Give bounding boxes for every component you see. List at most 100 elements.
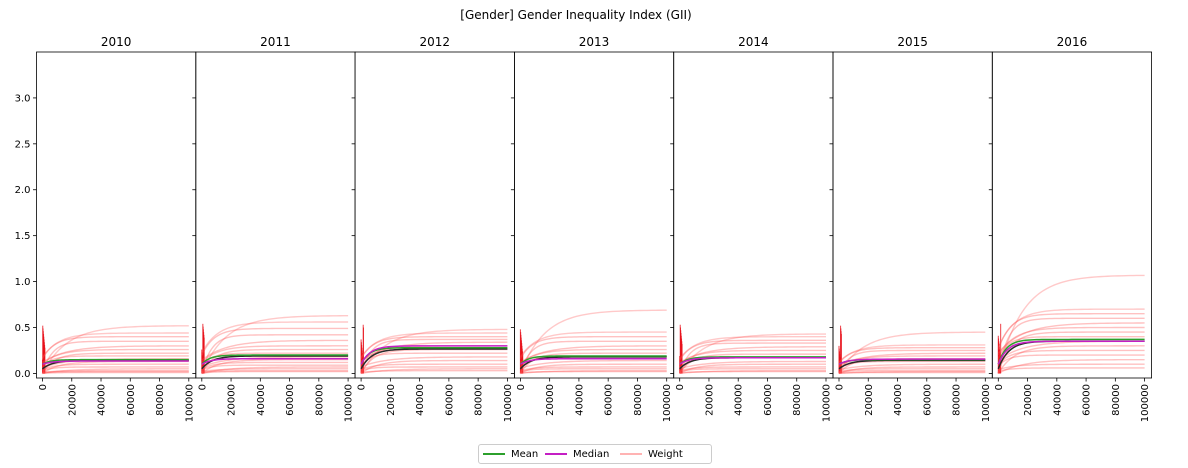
weight-line: [997, 335, 1145, 360]
x-tick-label: 0: [197, 384, 208, 390]
weight-line: [41, 335, 189, 360]
mean-line: [42, 358, 189, 365]
panel-2012: 2012 0 20000 40000 60000 80000 100000: [351, 35, 515, 422]
x-tick-label: 0: [516, 384, 527, 390]
panel-title: 2012: [419, 35, 450, 49]
weight-line: [42, 371, 189, 375]
y-tick-label: 2.5: [15, 139, 31, 150]
x-tick-label: 100000: [981, 384, 992, 422]
weight-line: [679, 363, 826, 375]
weight-line: [838, 355, 986, 368]
panel-lines: [519, 309, 667, 375]
panel-2015: 2015 0 20000 40000 60000 80000 100000: [829, 35, 993, 422]
mean-line: [997, 338, 1145, 365]
panel-lines: [679, 324, 827, 375]
weight-line: [679, 370, 826, 374]
weight-line: [201, 366, 349, 375]
legend-item-median: Median: [545, 448, 609, 460]
weight-line: [360, 335, 508, 360]
x-tick-label: 100000: [184, 384, 195, 422]
weight-line: [519, 331, 667, 358]
x-tick-label: 100000: [1140, 384, 1151, 422]
weight-line: [679, 368, 826, 373]
weight-line: [679, 342, 826, 374]
panel-frame: [514, 51, 675, 379]
x-tick-label: 80000: [792, 384, 803, 416]
x-tick-label: 60000: [763, 384, 774, 416]
panel-title: 2016: [1057, 35, 1088, 49]
weight-line: [42, 345, 189, 363]
weight-line: [201, 364, 349, 371]
x-tick-label: 100000: [822, 384, 833, 422]
weight-line: [997, 326, 1145, 356]
weight-line: [360, 359, 508, 374]
legend-swatch-median: [545, 453, 567, 455]
weight-line: [42, 366, 189, 372]
x-tick-label: 60000: [444, 384, 455, 416]
weight-line: [997, 313, 1145, 350]
weight-line: [41, 340, 189, 374]
weight-line: [679, 339, 826, 361]
median-line: [679, 357, 826, 365]
weight-line: [42, 368, 189, 375]
weight-line: [41, 332, 189, 358]
weight-line: [519, 340, 667, 374]
panel-2014: 2014 0 20000 40000 60000 80000 100000: [670, 35, 834, 422]
x-tick-label: 0: [38, 384, 49, 390]
weight-line: [42, 369, 189, 374]
x-tick-label: 60000: [285, 384, 296, 416]
weight-line: [997, 322, 1145, 354]
weight-line: [201, 321, 349, 354]
weight-line: [360, 332, 508, 358]
panel-frame: [673, 51, 834, 379]
weight-line: [520, 366, 667, 372]
x-tick-label: 20000: [67, 384, 78, 416]
x-tick-label: 40000: [97, 384, 108, 416]
weight-line: [519, 309, 667, 374]
weight-line: [520, 370, 667, 374]
weight-line: [679, 353, 826, 374]
x-tick-label: 80000: [952, 384, 963, 416]
panel-title: 2010: [101, 35, 132, 49]
x-tick-label: 80000: [1111, 384, 1122, 416]
weight-line: [838, 366, 986, 375]
x-tick-label: 40000: [893, 384, 904, 416]
weight-line: [997, 308, 1145, 348]
weight-line: [838, 363, 986, 371]
panel-lines: [41, 325, 189, 375]
panel-title: 2011: [260, 35, 291, 49]
weight-line: [360, 363, 508, 371]
weight-line: [997, 349, 1145, 365]
x-tick-label: 40000: [734, 384, 745, 416]
median-line: [360, 345, 508, 365]
weight-line: [838, 369, 986, 373]
weight-line: [998, 363, 1145, 371]
weight-line: [201, 327, 349, 356]
weight-line: [997, 354, 1145, 367]
weight-line: [997, 345, 1145, 374]
weight-line: [519, 348, 667, 365]
median-line: [838, 358, 986, 365]
y-tick-label: 0.0: [15, 369, 31, 380]
weight-line: [997, 358, 1145, 375]
weight-line: [201, 369, 349, 374]
weight-line: [520, 363, 667, 375]
y-tick-label: 1.0: [15, 277, 31, 288]
weight-line: [201, 339, 349, 361]
panel-2010: 2010 0.0 0.5 1.0 1.5 2.0 2.5 3.0 0 20000 40000 6000…: [15, 35, 197, 422]
weight-line: [679, 366, 826, 372]
weight-line: [838, 349, 986, 374]
weight-line: [201, 361, 349, 370]
median-line: [42, 360, 189, 365]
x-tick-label: 0: [835, 384, 846, 390]
weight-line: [679, 360, 826, 370]
weight-line: [838, 371, 986, 374]
x-tick-label: 100000: [662, 384, 673, 422]
weight-line: [201, 315, 349, 374]
weight-line: [520, 359, 667, 369]
x-tick-label: 20000: [704, 384, 715, 416]
x-tick-label: 0: [357, 384, 368, 390]
panel-title: 2014: [738, 35, 769, 49]
x-tick-label: 60000: [1082, 384, 1093, 416]
x-tick-label: 20000: [864, 384, 875, 416]
